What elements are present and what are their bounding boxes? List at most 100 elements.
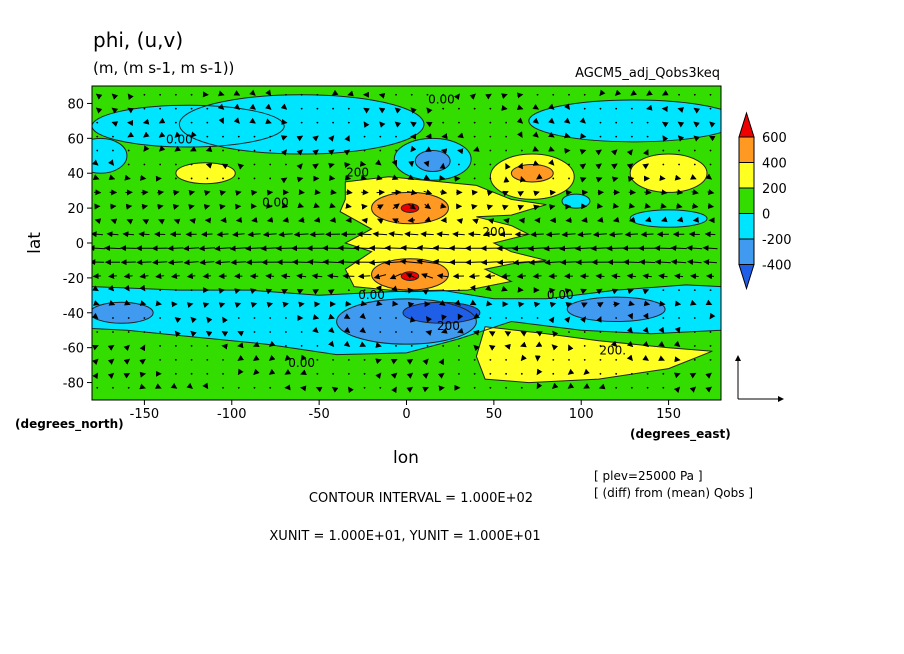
wind-vector bbox=[689, 386, 697, 393]
wind-vector bbox=[533, 204, 540, 211]
wind-vector bbox=[390, 372, 398, 379]
contour-south-central-high-peak bbox=[400, 271, 420, 282]
colorbar-swatch bbox=[738, 238, 755, 265]
wind-vector bbox=[599, 372, 602, 375]
wind-vector bbox=[235, 217, 243, 223]
wind-vector bbox=[693, 107, 701, 114]
contour-north-west-low-2 bbox=[92, 137, 128, 174]
wind-vector bbox=[577, 231, 592, 238]
wind-vector bbox=[143, 131, 150, 138]
wind-vector bbox=[107, 284, 115, 292]
y-tick-label: 20 bbox=[67, 202, 84, 217]
wind-vector bbox=[615, 372, 618, 375]
wind-vector bbox=[316, 358, 319, 361]
wind-vector bbox=[327, 289, 335, 295]
wind-vector bbox=[237, 331, 244, 337]
x-axis-label: lon bbox=[393, 448, 419, 468]
wind-vector bbox=[237, 135, 240, 138]
wind-vector bbox=[395, 93, 397, 96]
wind-vector bbox=[489, 386, 492, 389]
wind-vector bbox=[643, 300, 651, 307]
wind-vector bbox=[104, 245, 121, 252]
wind-vector bbox=[552, 372, 555, 375]
wind-vector bbox=[107, 372, 115, 379]
contour-south-west-low-core bbox=[92, 301, 154, 324]
wind-vector bbox=[583, 345, 586, 347]
x-tick-label: -150 bbox=[130, 407, 160, 422]
wind-vector bbox=[580, 288, 588, 295]
wind-vector bbox=[186, 273, 196, 279]
wind-vector bbox=[361, 217, 368, 224]
wind-vector bbox=[422, 358, 429, 366]
wind-vector bbox=[183, 259, 199, 266]
wind-vector bbox=[127, 149, 130, 152]
wind-vector bbox=[626, 273, 637, 280]
wind-vector bbox=[407, 174, 415, 181]
wind-vector bbox=[505, 372, 507, 375]
wind-vector bbox=[123, 372, 131, 379]
wind-vector bbox=[486, 204, 494, 211]
wind-vector bbox=[360, 174, 367, 181]
wind-vector bbox=[345, 202, 352, 209]
wind-vector bbox=[249, 89, 256, 96]
wind-vector bbox=[505, 317, 507, 319]
wind-vector bbox=[532, 160, 540, 166]
wind-vector bbox=[660, 202, 667, 209]
wind-vector bbox=[190, 177, 193, 180]
wind-vector bbox=[658, 326, 665, 334]
contour-label: 0.00 bbox=[547, 288, 574, 302]
wind-vector bbox=[96, 149, 99, 152]
wind-vector bbox=[581, 216, 588, 223]
wind-vector bbox=[426, 93, 429, 96]
wind-vector bbox=[658, 340, 665, 348]
wind-vector bbox=[691, 189, 699, 195]
wind-vector bbox=[174, 330, 181, 338]
wind-vector bbox=[296, 135, 304, 142]
wind-vector bbox=[436, 273, 449, 280]
wind-vector bbox=[568, 163, 570, 166]
wind-vector bbox=[599, 358, 602, 361]
wind-vector bbox=[127, 331, 130, 333]
wind-vector bbox=[93, 300, 100, 306]
wind-vector bbox=[379, 331, 382, 333]
wind-vector bbox=[626, 340, 634, 348]
wind-vector bbox=[408, 203, 417, 210]
wind-vector bbox=[549, 204, 556, 211]
wind-vector bbox=[702, 245, 718, 252]
wind-vector bbox=[202, 302, 210, 309]
y-tick-label: -60 bbox=[63, 342, 84, 357]
wind-vector bbox=[222, 149, 224, 152]
wind-vector bbox=[155, 383, 162, 389]
wind-vector bbox=[568, 344, 574, 352]
wind-vector bbox=[173, 218, 181, 225]
wind-vector bbox=[222, 386, 224, 389]
wind-vector bbox=[709, 121, 716, 128]
wind-vector bbox=[237, 355, 245, 361]
contour-north-east-high-1-core bbox=[510, 164, 554, 183]
wind-vector bbox=[313, 202, 320, 209]
colorbar-label: -400 bbox=[762, 259, 792, 274]
wind-vector bbox=[675, 189, 684, 196]
wind-vector bbox=[517, 204, 525, 211]
wind-vector bbox=[552, 93, 555, 96]
wind-vector bbox=[500, 273, 511, 280]
wind-vector bbox=[424, 203, 432, 209]
wind-vector bbox=[92, 273, 101, 280]
wind-vector bbox=[442, 345, 445, 347]
wind-vector bbox=[642, 355, 650, 361]
wind-vector bbox=[159, 358, 162, 361]
wind-vector bbox=[473, 344, 480, 352]
wind-vector bbox=[408, 160, 415, 168]
wind-vector bbox=[520, 372, 523, 375]
wind-vector bbox=[300, 354, 307, 362]
wind-vector bbox=[469, 284, 476, 292]
wind-vector bbox=[560, 259, 577, 266]
wind-vector bbox=[611, 288, 619, 295]
wind-vector bbox=[363, 135, 366, 138]
wind-vector bbox=[190, 358, 193, 361]
colorbar: 600 400 200 0 -200 -400 bbox=[738, 111, 792, 291]
wind-vector bbox=[157, 203, 164, 210]
wind-vector bbox=[359, 341, 367, 347]
wind-vector bbox=[372, 231, 388, 238]
wind-vector bbox=[568, 93, 570, 96]
